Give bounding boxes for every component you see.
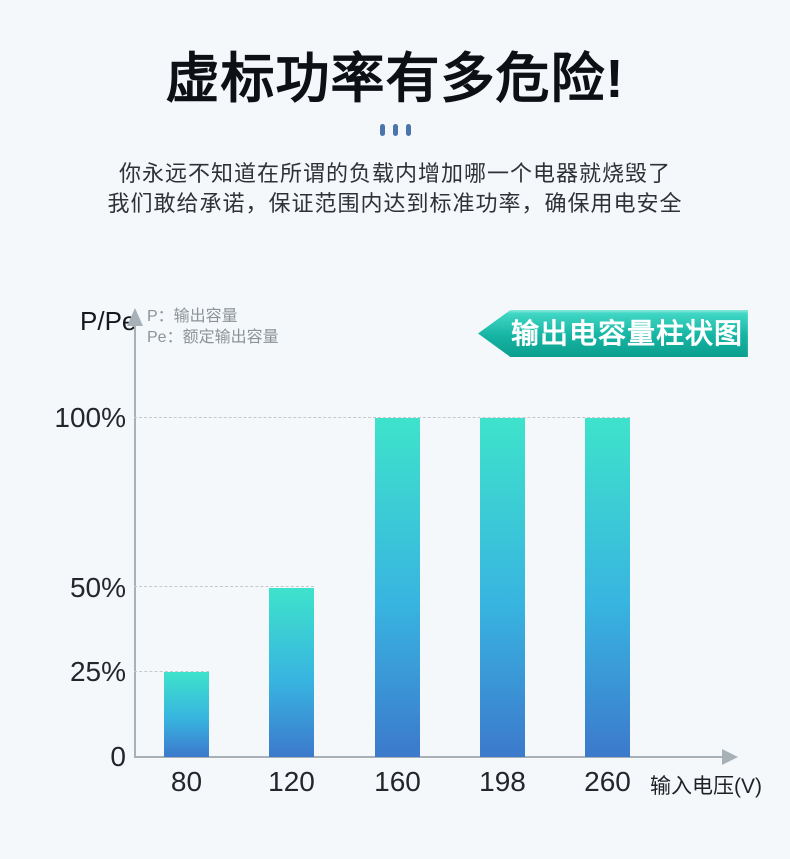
x-tick-label-120: 120 [268, 766, 315, 797]
x-tick-label-260: 260 [584, 766, 631, 797]
bar-198 [480, 418, 525, 757]
divider-dot [405, 124, 411, 136]
gridline-100 [134, 416, 630, 418]
legend-item-pe: Pe：额定输出容量 [147, 329, 279, 346]
title-divider-dots [0, 124, 790, 136]
gridline-50 [134, 586, 314, 587]
y-tick-label-100: 100% [54, 402, 126, 433]
subtitle-line-2: 我们敢给承诺，保证范围内达到标准功率，确保用电安全 [107, 191, 683, 216]
y-tick-label-0: 0 [110, 741, 126, 772]
legend-item-p: P：输出容量 [147, 308, 238, 325]
divider-dot [392, 124, 398, 136]
bar-80 [164, 672, 209, 757]
x-axis-line [134, 756, 726, 758]
x-axis-arrow-icon [722, 749, 738, 765]
gridline-25 [134, 670, 209, 672]
bar-260 [585, 418, 630, 757]
x-axis-title: 输入电压(V) [650, 775, 762, 798]
y-tick-label-25: 25% [69, 656, 126, 688]
divider-dot [379, 124, 385, 136]
y-axis-line [134, 324, 136, 757]
bar-160 [375, 418, 420, 757]
subtitle-line-1: 你永远不知道在所谓的负载内增加哪一个电器就烧毁了 [118, 161, 671, 186]
x-tick-label-198: 198 [479, 766, 526, 797]
chart-title-ribbon: 输出电容量柱状图 [478, 310, 748, 357]
bar-120 [269, 587, 314, 757]
x-tick-label-80: 80 [170, 766, 203, 797]
y-tick-label-50: 50% [69, 571, 126, 603]
y-axis-unit-label: P/Pe [80, 306, 137, 336]
y-axis-arrow-icon [127, 308, 143, 326]
x-tick-label-160: 160 [374, 766, 421, 797]
chart-legend: P：输出容量 Pe：额定输出容量 [147, 306, 279, 348]
page-title: 虚标功率有多危险! [165, 49, 625, 109]
